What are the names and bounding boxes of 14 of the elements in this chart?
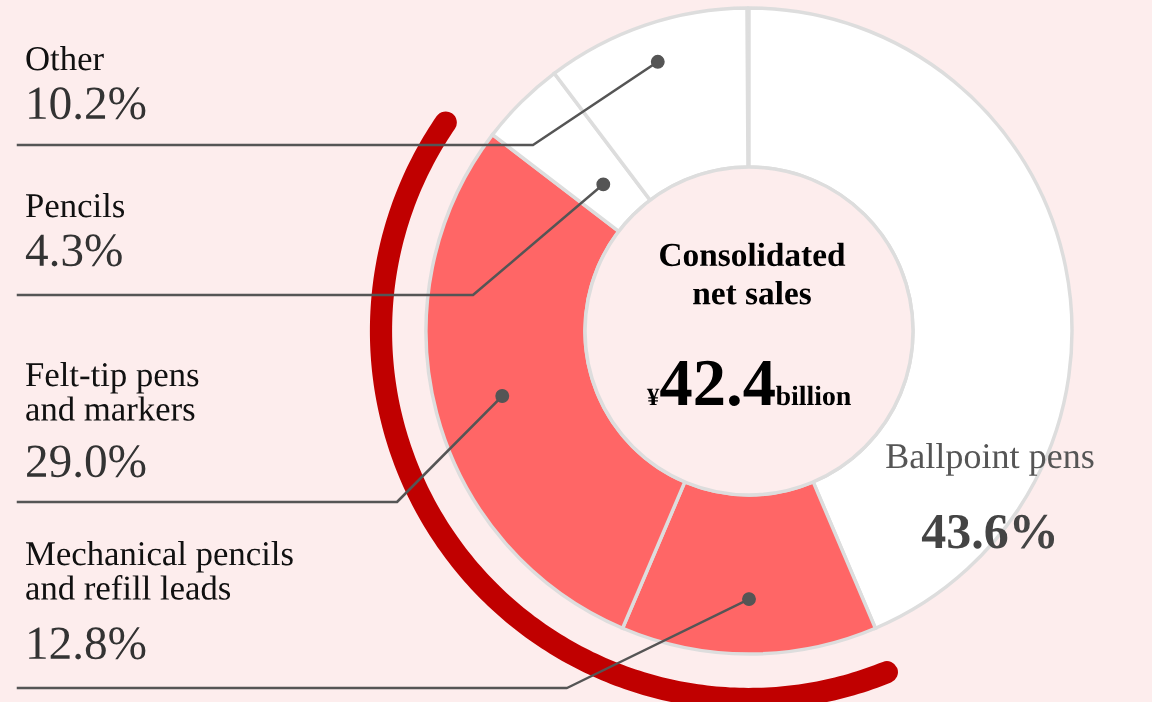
text: billion [775, 385, 851, 406]
slice-label: Mechanical pencils and refill leads [26, 541, 293, 600]
slice-label: Other [26, 46, 104, 71]
text: 42.4 [660, 360, 775, 406]
data-label: 29.0% [27, 445, 146, 478]
slice-label: Ballpoint pens [886, 442, 1094, 476]
data-label: 43.6% [921, 514, 1055, 549]
data-label: 4.3% [25, 234, 122, 267]
data-label: 10.2% [29, 87, 146, 120]
slice-label: Pencils [26, 193, 125, 218]
data-label: 12.8% [29, 627, 146, 660]
text: Consolidated net sales [660, 242, 846, 305]
slice-label: Felt-tip pens and markers [26, 362, 199, 421]
text: ¥ [646, 388, 660, 405]
